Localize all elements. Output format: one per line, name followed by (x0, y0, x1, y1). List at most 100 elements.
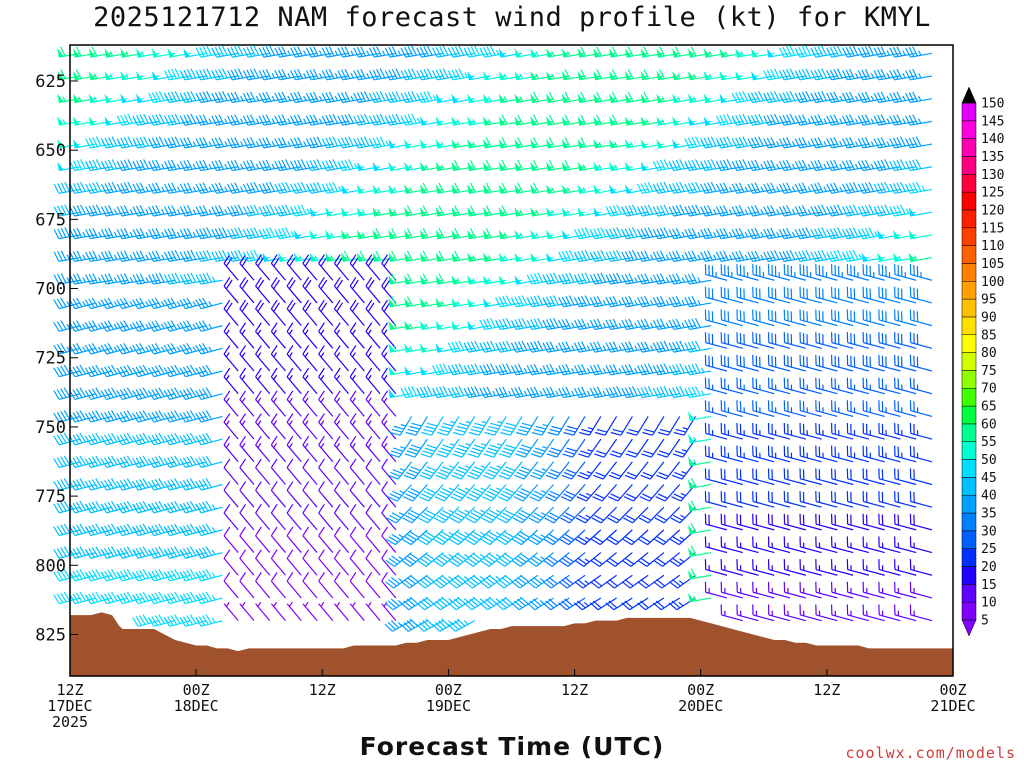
barb-full (246, 137, 253, 148)
barb-full (349, 458, 357, 468)
wind-barb (223, 549, 239, 576)
barb-staff (458, 506, 476, 524)
barb-full (84, 503, 92, 514)
barb-half (82, 254, 86, 260)
wind-barb (116, 320, 144, 332)
barb-staff (395, 506, 413, 524)
barb-half (97, 323, 102, 329)
wind-barb (349, 254, 365, 281)
wind-barb (403, 484, 428, 502)
barb-full (136, 183, 142, 193)
barb-full (223, 277, 231, 287)
barb-full (190, 91, 197, 101)
barb-full (116, 251, 123, 262)
barb-staff (333, 331, 350, 349)
barb-staff (185, 597, 207, 605)
barb-full (400, 387, 407, 398)
barb-full (163, 526, 171, 536)
barb-staff (239, 603, 255, 622)
barb-half (320, 443, 325, 449)
barb-staff (223, 421, 239, 440)
wind-barb (147, 614, 176, 627)
wind-barb (195, 205, 223, 217)
barb-full (381, 299, 388, 310)
barb-full (381, 254, 388, 264)
barb-staff (185, 438, 207, 446)
barb-full (288, 279, 296, 290)
barb-full (139, 592, 146, 603)
barb-full (253, 227, 260, 238)
barb-full (195, 47, 202, 58)
barb-full (227, 47, 233, 58)
barb-full (158, 568, 165, 579)
barb-full (401, 538, 412, 546)
barb-full (135, 570, 143, 581)
barb-staff (270, 376, 286, 395)
barb-full (406, 471, 417, 477)
barb-flag (372, 184, 380, 194)
wind-barb (448, 574, 476, 589)
barb-full (139, 273, 146, 284)
wind-barb (400, 574, 428, 589)
barb-half (480, 487, 486, 491)
barb-full (163, 367, 171, 378)
barb-full (416, 70, 423, 81)
barb-full (253, 204, 260, 215)
barb-full (379, 113, 386, 124)
barb-full (72, 411, 80, 422)
barb-staff (153, 302, 176, 310)
wind-barb (132, 297, 160, 310)
barb-staff (381, 489, 397, 508)
barb-half (271, 95, 276, 101)
barb-half (211, 527, 216, 533)
barb-flag (325, 252, 332, 262)
wind-barb (255, 322, 271, 349)
barb-half (288, 443, 293, 449)
wind-barb (349, 322, 365, 349)
barb-full (368, 70, 375, 81)
barb-full (111, 159, 118, 169)
barb-staff (381, 580, 397, 599)
wind-barb (302, 458, 318, 485)
barb-full (167, 525, 174, 535)
barb-full (435, 46, 442, 57)
barb-half (225, 397, 230, 403)
barb-full (368, 115, 375, 126)
barb-full (147, 458, 155, 468)
barb-flag (356, 161, 364, 171)
barb-full (63, 410, 71, 420)
barb-full (365, 526, 373, 537)
barb-full (107, 456, 115, 466)
wind-barb (84, 432, 113, 446)
barb-half (409, 187, 413, 193)
barb-half (208, 186, 212, 192)
barb-half (290, 231, 295, 237)
barb-half (472, 119, 476, 125)
barb-staff (74, 551, 97, 559)
barb-full (53, 549, 60, 559)
barb-staff (201, 506, 223, 514)
barb-full (442, 45, 449, 56)
barb-full (356, 92, 363, 103)
wind-barb (84, 410, 113, 423)
barb-full (439, 469, 451, 475)
barb-full (422, 450, 433, 455)
barb-full (406, 205, 413, 216)
barb-full (126, 568, 134, 579)
barb-full (404, 387, 410, 398)
barb-full (458, 68, 465, 79)
barb-full (392, 469, 403, 475)
wind-barb (302, 572, 318, 599)
barb-full (249, 205, 256, 215)
barb-staff (169, 461, 192, 469)
barb-full (435, 600, 444, 609)
barb-full (179, 160, 186, 171)
wind-barb (387, 484, 413, 502)
barb-full (234, 46, 240, 57)
barb-full (234, 205, 240, 215)
barb-full (409, 596, 419, 605)
barb-full (116, 480, 123, 491)
wind-barb (242, 68, 270, 81)
wind-barb (147, 432, 176, 446)
barb-full (88, 389, 95, 399)
